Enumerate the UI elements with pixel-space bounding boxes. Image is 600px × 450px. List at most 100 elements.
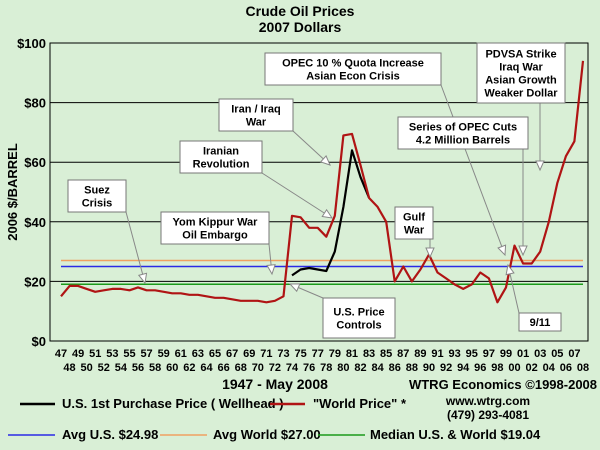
x-tick-label: 50 [81, 362, 93, 374]
x-axis-label: 1947 - May 2008 [222, 376, 328, 392]
x-tick-label: 53 [106, 348, 118, 360]
annotation-label: Gulf [403, 212, 425, 224]
annotation-arrows [125, 84, 545, 314]
annotation-label: Iran / Iraq [231, 104, 281, 116]
y-tick-labels: $0 $20 $40 $60 $80 $100 [17, 36, 46, 349]
annotation-label: OPEC 10 % Quota Increase [282, 58, 424, 70]
x-tick-label: 72 [269, 362, 281, 374]
x-tick-label: 94 [457, 362, 470, 374]
annotation-label: Asian Econ Crisis [306, 71, 400, 83]
grid-lines [50, 102, 588, 282]
chart-subtitle: 2007 Dollars [259, 19, 342, 35]
footer-phone: (479) 293-4081 [447, 408, 529, 422]
annotation-label: Yom Kippur War [173, 217, 259, 229]
y-tick-label: $60 [24, 155, 46, 170]
annotation-frame [264, 52, 442, 86]
annotation-arrow [261, 172, 333, 219]
x-tick-label: 52 [98, 362, 110, 374]
annotation-frame [67, 179, 127, 213]
x-tick-label: 92 [440, 362, 452, 374]
x-tick-label: 99 [500, 348, 512, 360]
legend-label-median: Median U.S. & World $19.04 [370, 427, 541, 442]
x-tick-label: 61 [175, 348, 187, 360]
x-tick-label: 01 [517, 348, 529, 360]
annotation-arrowhead [518, 245, 528, 257]
x-tick-label: 75 [294, 348, 306, 360]
annotation-label: 4.2 Million Barrels [416, 135, 510, 147]
x-tick-label: 63 [192, 348, 204, 360]
x-tick-label: 79 [329, 348, 341, 360]
x-tick-label: 70 [252, 362, 264, 374]
annotation-label: U.S. Price [333, 307, 384, 319]
x-tick-label: 74 [286, 362, 299, 374]
x-tick-label: 47 [55, 348, 67, 360]
annotation-frame [476, 42, 566, 104]
x-tick-label: 00 [508, 362, 520, 374]
x-tick-label: 84 [371, 362, 384, 374]
series-wellhead-line [291, 149, 371, 277]
x-tick-label: 93 [449, 348, 461, 360]
annotation-label: 9/11 [530, 317, 551, 329]
x-tick-label: 04 [543, 362, 556, 374]
x-tick-label: 02 [526, 362, 538, 374]
annotation-arrowhead [535, 160, 545, 172]
legend-label-world: "World Price" * [313, 396, 407, 411]
x-tick-label: 81 [346, 348, 358, 360]
annotation-arrowhead [321, 208, 334, 219]
x-tick-label: 88 [406, 362, 418, 374]
x-tick-label: 62 [183, 362, 195, 374]
x-tick-label: 96 [474, 362, 486, 374]
y-tick-label: $0 [32, 334, 46, 349]
annotation-label: Iranian [203, 146, 239, 158]
x-tick-label: 59 [158, 348, 170, 360]
x-tick-label: 82 [354, 362, 366, 374]
legend-label-wellhead: U.S. 1st Purchase Price ( Wellhead ) [62, 396, 284, 411]
x-tick-label: 80 [337, 362, 349, 374]
x-tick-label: 67 [226, 348, 238, 360]
annotation-frame [160, 211, 270, 245]
x-tick-label: 57 [140, 348, 152, 360]
annotation-arrowhead [497, 244, 507, 257]
x-tick-label: 89 [414, 348, 426, 360]
annotation-label: Controls [336, 320, 381, 332]
x-tick-label: 07 [568, 348, 580, 360]
x-tick-label: 64 [200, 362, 213, 374]
annotation-label: PDVSA Strike [485, 49, 556, 61]
annotation-label: Asian Growth [485, 75, 557, 87]
annotation-label: Oil Embargo [182, 230, 248, 242]
series-world-line [60, 60, 585, 304]
legend-label-avg-world: Avg World $27.00 [213, 427, 321, 442]
x-tick-label: 48 [63, 362, 75, 374]
x-tick-label: 68 [235, 362, 247, 374]
x-tick-label: 71 [260, 348, 272, 360]
annotation-frame [518, 312, 562, 332]
annotation-arrowhead [288, 283, 301, 293]
series-lines [60, 60, 585, 304]
annotation-box: 9/11 [518, 312, 562, 332]
x-tick-label: 08 [577, 362, 589, 374]
x-tick-label: 78 [320, 362, 332, 374]
x-tick-label: 95 [466, 348, 478, 360]
annotation-label: Weaker Dollar [484, 88, 558, 100]
x-tick-label: 86 [389, 362, 401, 374]
annotation-label: Crisis [82, 198, 113, 210]
x-tick-label: 58 [149, 362, 161, 374]
y-tick-label: $80 [24, 96, 46, 111]
x-tick-label: 49 [72, 348, 84, 360]
annotation-label: War [404, 225, 425, 237]
y-axis-label: 2006 $/BARREL [5, 143, 20, 241]
annotation-label: Series of OPEC Cuts [409, 122, 517, 134]
annotation-frame [397, 116, 529, 150]
x-tick-label: 87 [397, 348, 409, 360]
x-tick-label: 54 [115, 362, 128, 374]
footer-credit: WTRG Economics ©1998-2008 [409, 377, 597, 392]
annotation-label: Iraq War [499, 62, 543, 74]
